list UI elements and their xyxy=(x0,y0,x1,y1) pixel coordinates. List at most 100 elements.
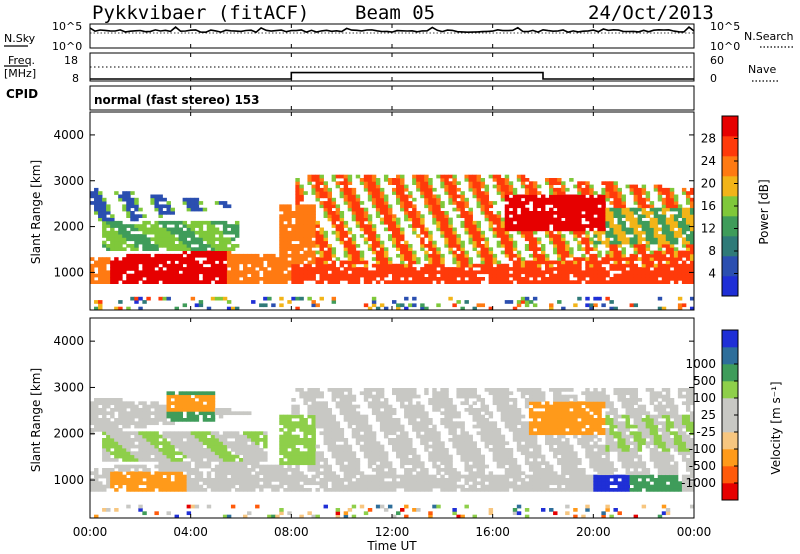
power-cell xyxy=(569,227,574,232)
power-cell xyxy=(299,224,304,228)
velocity-cell xyxy=(363,441,369,446)
power-cell xyxy=(665,217,671,222)
velocity-cell xyxy=(243,468,248,472)
velocity-cell xyxy=(130,418,135,422)
velocity-cell xyxy=(299,484,304,489)
velocity-cell xyxy=(251,474,256,479)
velocity-cell xyxy=(379,401,385,406)
power-cell xyxy=(251,253,256,258)
power-cell xyxy=(553,181,558,185)
velocity-cell xyxy=(379,388,385,392)
velocity-cell xyxy=(98,421,103,426)
power-cell xyxy=(661,237,667,242)
power-cell xyxy=(375,263,381,268)
power-cell xyxy=(396,174,401,179)
power-cell xyxy=(371,257,377,261)
velocity-cell xyxy=(106,474,111,479)
power-cell xyxy=(307,277,312,281)
velocity-cell xyxy=(323,438,328,442)
power-cell xyxy=(480,207,486,212)
power-cell xyxy=(331,214,337,218)
velocity-cell xyxy=(186,434,192,439)
velocity-cell xyxy=(182,404,188,409)
power-cell xyxy=(476,220,481,225)
velocity-cell xyxy=(339,404,345,409)
power-cell xyxy=(343,224,349,228)
power-cell xyxy=(210,257,216,261)
power-cell xyxy=(367,214,373,218)
power-cell xyxy=(182,273,188,278)
power-cell xyxy=(689,207,695,212)
velocity-cell xyxy=(351,451,357,456)
velocity-cell xyxy=(359,414,365,419)
power-cell xyxy=(444,178,449,182)
power-cell xyxy=(613,237,618,242)
power-cell xyxy=(452,207,457,212)
velocity-cell xyxy=(190,391,196,396)
velocity-cell xyxy=(98,488,103,492)
power-cell xyxy=(142,234,147,238)
power-cell xyxy=(657,214,663,218)
velocity-cell xyxy=(178,471,184,476)
power-cell xyxy=(275,260,280,265)
power-cell xyxy=(645,224,651,228)
power-cell xyxy=(170,277,175,281)
power-cell xyxy=(496,184,502,189)
power-cell xyxy=(303,207,308,212)
power-cell xyxy=(569,230,574,235)
power-cell xyxy=(404,277,409,281)
power-cell xyxy=(565,273,570,278)
power-cell xyxy=(516,174,522,179)
power-cell xyxy=(295,204,300,209)
power-cell xyxy=(637,277,643,281)
power-cell xyxy=(234,306,240,311)
power-cell xyxy=(383,174,389,179)
velocity-cell xyxy=(130,451,135,456)
velocity-cell xyxy=(206,471,212,476)
power-cell xyxy=(206,273,212,278)
velocity-cell xyxy=(375,414,381,419)
power-cell xyxy=(323,263,328,268)
power-cell xyxy=(214,250,220,255)
velocity-cell xyxy=(110,438,115,442)
power-cell xyxy=(452,244,457,248)
power-cell xyxy=(480,191,486,195)
power-cell xyxy=(331,296,337,301)
power-cell xyxy=(669,194,675,199)
cpid-label: CPID xyxy=(6,87,38,101)
velocity-cell xyxy=(283,461,288,466)
power-cell xyxy=(186,273,192,278)
power-cell xyxy=(689,277,695,281)
power-cell xyxy=(154,201,159,205)
power-cell xyxy=(685,270,691,275)
velocity-cell xyxy=(287,458,292,462)
velocity-cell xyxy=(363,511,369,516)
velocity-cell xyxy=(303,434,308,439)
power-cell xyxy=(359,217,365,222)
power-cell xyxy=(565,211,570,215)
power-cell xyxy=(597,201,602,205)
power-cell xyxy=(685,250,691,255)
power-cell xyxy=(392,214,397,218)
velocity-cell xyxy=(279,418,284,422)
power-cell xyxy=(367,230,373,235)
velocity-cell xyxy=(396,511,401,516)
velocity-cell xyxy=(226,481,232,486)
power-cell xyxy=(303,204,308,209)
power-cell xyxy=(605,211,610,215)
power-cell xyxy=(573,230,578,235)
power-cell xyxy=(186,197,192,202)
power-cell xyxy=(367,306,373,311)
velocity-cell xyxy=(355,431,361,436)
velocity-cell xyxy=(238,461,244,466)
power-cell xyxy=(488,204,494,209)
velocity-cell xyxy=(194,394,200,399)
velocity-cell xyxy=(186,484,192,489)
velocity-cell xyxy=(404,394,409,399)
velocity-cell xyxy=(283,474,288,479)
power-cell xyxy=(122,240,127,245)
velocity-cell xyxy=(214,471,220,476)
velocity-cell xyxy=(327,441,332,446)
power-cell xyxy=(496,214,502,218)
power-cell xyxy=(633,230,639,235)
